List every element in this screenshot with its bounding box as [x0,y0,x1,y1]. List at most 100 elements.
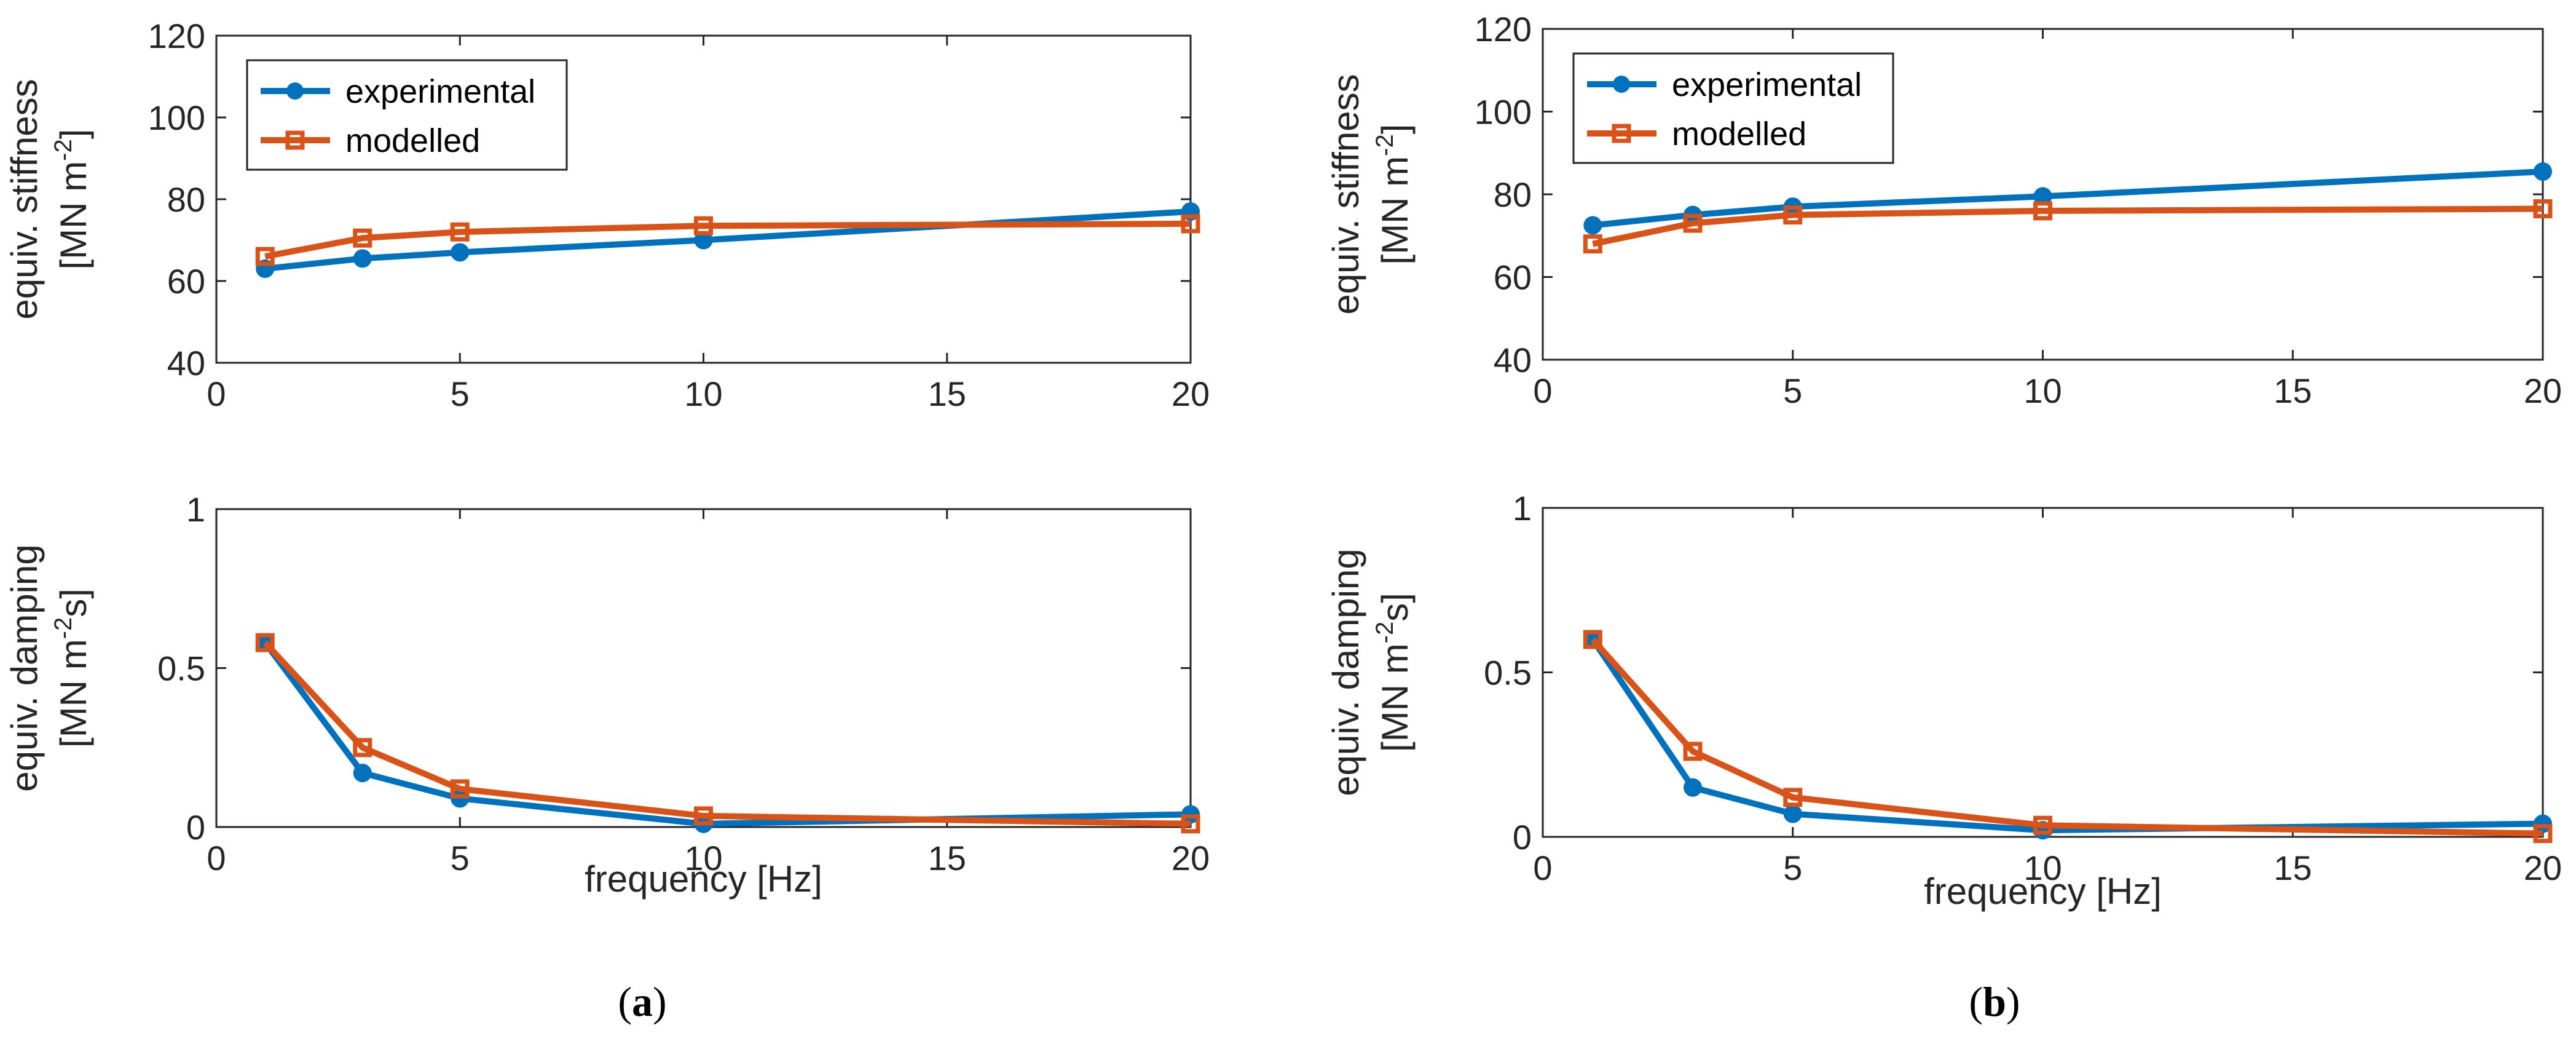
data-point-modelled [1181,214,1200,234]
y-axis-label-unit: [MN m [1374,156,1416,265]
series-experimental [256,633,1200,833]
data-point-modelled [1783,205,1803,225]
y-axis-label-unit: [MN m [53,639,94,748]
data-point-experimental [2534,162,2552,181]
panel-label-b-close: ) [2006,978,2020,1025]
y-tick-label: 80 [1494,175,1532,214]
data-point-modelled [1683,742,1703,761]
data-point-modelled [255,633,275,652]
y-axis-label-unit: [MN m [53,161,94,270]
series-modelled [1583,199,2553,254]
x-tick-label: 0 [1533,371,1552,410]
data-point-modelled [353,738,372,758]
data-point-modelled [694,216,713,236]
x-tick-label: 10 [684,839,722,877]
panel-label-b-open: ( [1969,978,1983,1025]
series-line-modelled [262,640,1191,827]
data-point-experimental [1684,778,1703,797]
data-point-modelled [1683,213,1703,233]
y-axis-label-line2: [MN m-2] [50,129,94,270]
series-line-experimental [1590,638,2543,834]
x-tick-label: 5 [1783,849,1802,887]
y-axis-label-line1: equiv. stiffness [4,79,45,319]
chart-a-damping: 0 5 10 15 20 0 0.5 1 equiv. damping [MN m-2s] freq… [4,490,1210,900]
y-tick-label: 60 [1494,258,1532,297]
y-tick-label: 40 [1494,341,1532,379]
svg-text:(a): (a) [618,978,666,1025]
data-point-modelled [2533,824,2553,844]
y-tick-label: 100 [1475,93,1532,132]
y-tick-label: 0 [186,808,205,847]
y-axis-label-end: ] [1374,124,1416,135]
x-tick-label: 0 [1533,849,1552,887]
x-tick-label: 0 [207,374,226,413]
data-point-modelled [1783,788,1803,807]
svg-text:(b): (b) [1969,978,2020,1025]
x-tick-label: 10 [2023,849,2062,887]
data-point-modelled [1583,630,1602,649]
x-tick-label: 5 [451,374,470,413]
panel-label-b-letter: b [1983,978,2006,1025]
data-point-experimental [1783,804,1802,823]
x-tick-label: 15 [928,374,966,413]
y-axis-label-line2: [MN m-2s] [50,588,94,748]
series-experimental [1583,630,2552,840]
series-modelled [255,633,1200,834]
legend-label-experimental: experimental [1672,66,1862,103]
y-axis-label-exponent: -2 [1371,134,1398,156]
y-tick-label: 120 [148,17,205,55]
panel-label-a-close: ) [653,978,667,1025]
data-point-modelled [450,222,470,242]
series-line-experimental [264,208,1191,272]
panel-label-b: (b) [1969,978,2020,1025]
legend-marker-modelled [285,130,305,150]
y-axis-label-line1: equiv. damping [4,544,45,791]
data-point-modelled [1181,814,1200,834]
x-tick-label: 5 [451,839,470,877]
x-tick-label: 5 [1783,371,1802,410]
legend-label-experimental: experimental [345,73,535,110]
data-point-experimental [1583,216,1602,235]
y-axis-label-exponent: -2 [1371,622,1398,644]
legend-marker-experimental [286,82,304,100]
y-tick-label: 40 [167,344,205,382]
series-line-modelled [264,220,1191,260]
data-point-modelled [1583,234,1602,254]
x-tick-label: 20 [2524,849,2562,887]
y-tick-label: 0.5 [1484,654,1532,692]
y-axis-label-exponent: -2 [50,617,77,639]
panel-label-a-open: ( [618,978,632,1025]
series-modelled [1583,630,2553,844]
chart-b-stiffness: 0 5 10 15 20 40 60 80 100 120 equiv. stiffness [MN … [1325,10,2562,410]
y-axis-label-end: ] [53,129,94,140]
data-point-modelled [353,228,372,248]
series-line-modelled [1592,205,2543,247]
data-point-modelled [2533,199,2553,219]
y-axis-label-line2: [MN m-2] [1371,124,1416,265]
legend-marker-experimental [1613,76,1630,93]
x-tick-label: 15 [2274,371,2312,410]
y-axis-label-exponent: -2 [50,139,77,161]
y-tick-label: 80 [167,180,205,219]
data-point-experimental [451,243,470,262]
legend-box [1572,52,1894,164]
legend-label-modelled: modelled [345,122,480,159]
legend-box [246,59,568,171]
series-line-modelled [1590,637,2543,837]
x-tick-label: 20 [1172,839,1210,877]
y-tick-label: 60 [167,262,205,301]
data-point-experimental [353,764,372,783]
y-axis-label-line1: equiv. damping [1325,548,1366,796]
legend-label-modelled: modelled [1672,116,1806,152]
y-axis-label-line1: equiv. stiffness [1325,74,1366,314]
chart-b-damping: 0 5 10 15 20 0 0.5 1 equiv. damping [MN m-2s] freq… [1325,489,2562,912]
x-tick-label: 20 [1172,374,1210,413]
panel-label-a: (a) [618,978,666,1025]
y-axis-label-line2: [MN m-2s] [1371,593,1416,752]
x-tick-label: 0 [207,839,226,877]
data-point-modelled [450,779,470,799]
y-tick-label: 1 [186,490,205,529]
y-tick-label: 100 [148,98,205,137]
panel-label-a-letter: a [632,978,653,1025]
